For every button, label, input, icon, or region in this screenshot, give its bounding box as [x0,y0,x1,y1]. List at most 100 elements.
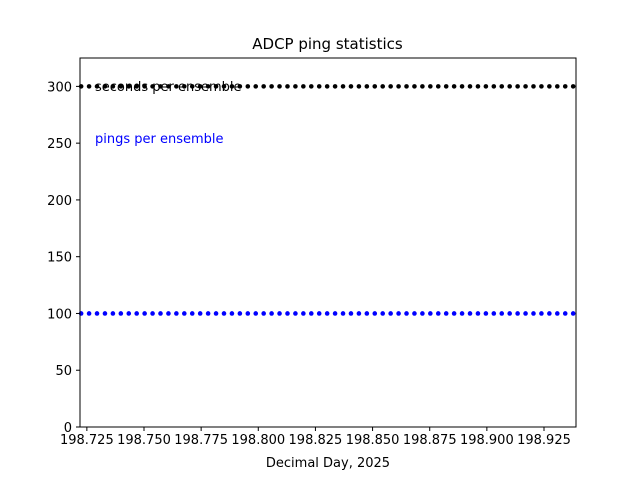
data-point [150,84,155,89]
data-point [261,84,266,89]
data-point [499,84,505,89]
data-point [380,84,386,89]
data-point [491,84,497,89]
data-point [499,311,505,316]
points-layer [78,84,576,316]
data-point [570,311,576,316]
data-point [245,311,251,316]
data-point [435,84,441,89]
x-tick-label: 198.900 [460,433,514,448]
data-point [340,84,346,89]
x-axis-label: Decimal Day, 2025 [266,456,390,471]
x-tick-label: 198.875 [403,433,457,448]
data-point [388,311,393,316]
y-axis-ticks: 0 50 100 150 200 250 300 [47,80,80,436]
data-point [182,84,187,89]
y-tick-label: 50 [55,364,72,379]
data-point [126,84,132,89]
data-point [253,311,259,316]
data-point [459,311,465,316]
data-point [332,311,338,316]
data-point [110,84,116,89]
data-point [166,84,171,89]
data-point [388,84,393,89]
data-point [443,84,449,89]
data-point [356,84,362,89]
data-point [269,311,274,316]
y-tick-label: 100 [47,307,72,322]
data-point [324,311,330,316]
data-point [308,84,314,89]
x-tick-label: 198.725 [60,433,114,448]
data-point [562,84,568,89]
x-tick-label: 198.825 [289,433,343,448]
data-point [404,311,409,316]
y-tick-label: 0 [64,421,72,436]
x-tick-label: 198.775 [174,433,228,448]
data-point [348,311,354,316]
data-point [150,311,155,316]
data-point [293,311,298,316]
data-point [539,84,544,89]
data-point [94,84,100,89]
data-point [475,84,481,89]
data-point [253,84,259,89]
data-point [467,311,473,316]
data-point [293,84,298,89]
data-point [396,311,401,316]
data-point [237,84,243,89]
data-point [142,311,147,316]
data-point [261,311,266,316]
data-point [158,84,163,89]
data-point [301,84,306,89]
x-tick-label: 198.850 [346,433,400,448]
data-point [356,311,362,316]
data-point [285,311,290,316]
data-point [412,84,417,89]
data-point [277,311,282,316]
chart-title: ADCP ping statistics [252,35,403,53]
data-point [380,311,386,316]
x-tick-label: 198.800 [231,433,285,448]
data-point [547,84,552,89]
data-point [205,84,211,89]
data-point [269,84,274,89]
data-point [229,84,235,89]
data-point [420,84,425,89]
data-point [182,311,187,316]
data-point [435,311,441,316]
data-point [197,84,203,89]
data-point [102,311,108,316]
data-point [396,84,401,89]
y-tick-label: 200 [47,194,72,209]
data-point [126,311,132,316]
data-point [547,311,552,316]
data-point [372,84,378,89]
data-point [94,311,100,316]
data-point [174,311,179,316]
data-point [316,311,322,316]
data-point [221,311,227,316]
data-point [102,84,108,89]
plot-frame [79,57,577,428]
data-point [475,311,481,316]
data-point [213,84,219,89]
data-point [491,311,497,316]
data-point [364,311,370,316]
data-point [277,84,282,89]
data-point [308,311,314,316]
data-point [197,311,203,316]
data-point [523,311,528,316]
data-point [332,84,338,89]
data-point [459,84,465,89]
data-point [420,311,425,316]
data-point [531,84,536,89]
data-point [134,84,139,89]
data-point [483,84,489,89]
data-point [443,311,449,316]
data-point [428,84,433,89]
y-tick-label: 300 [47,80,72,95]
data-point [451,311,457,316]
data-point [348,84,354,89]
